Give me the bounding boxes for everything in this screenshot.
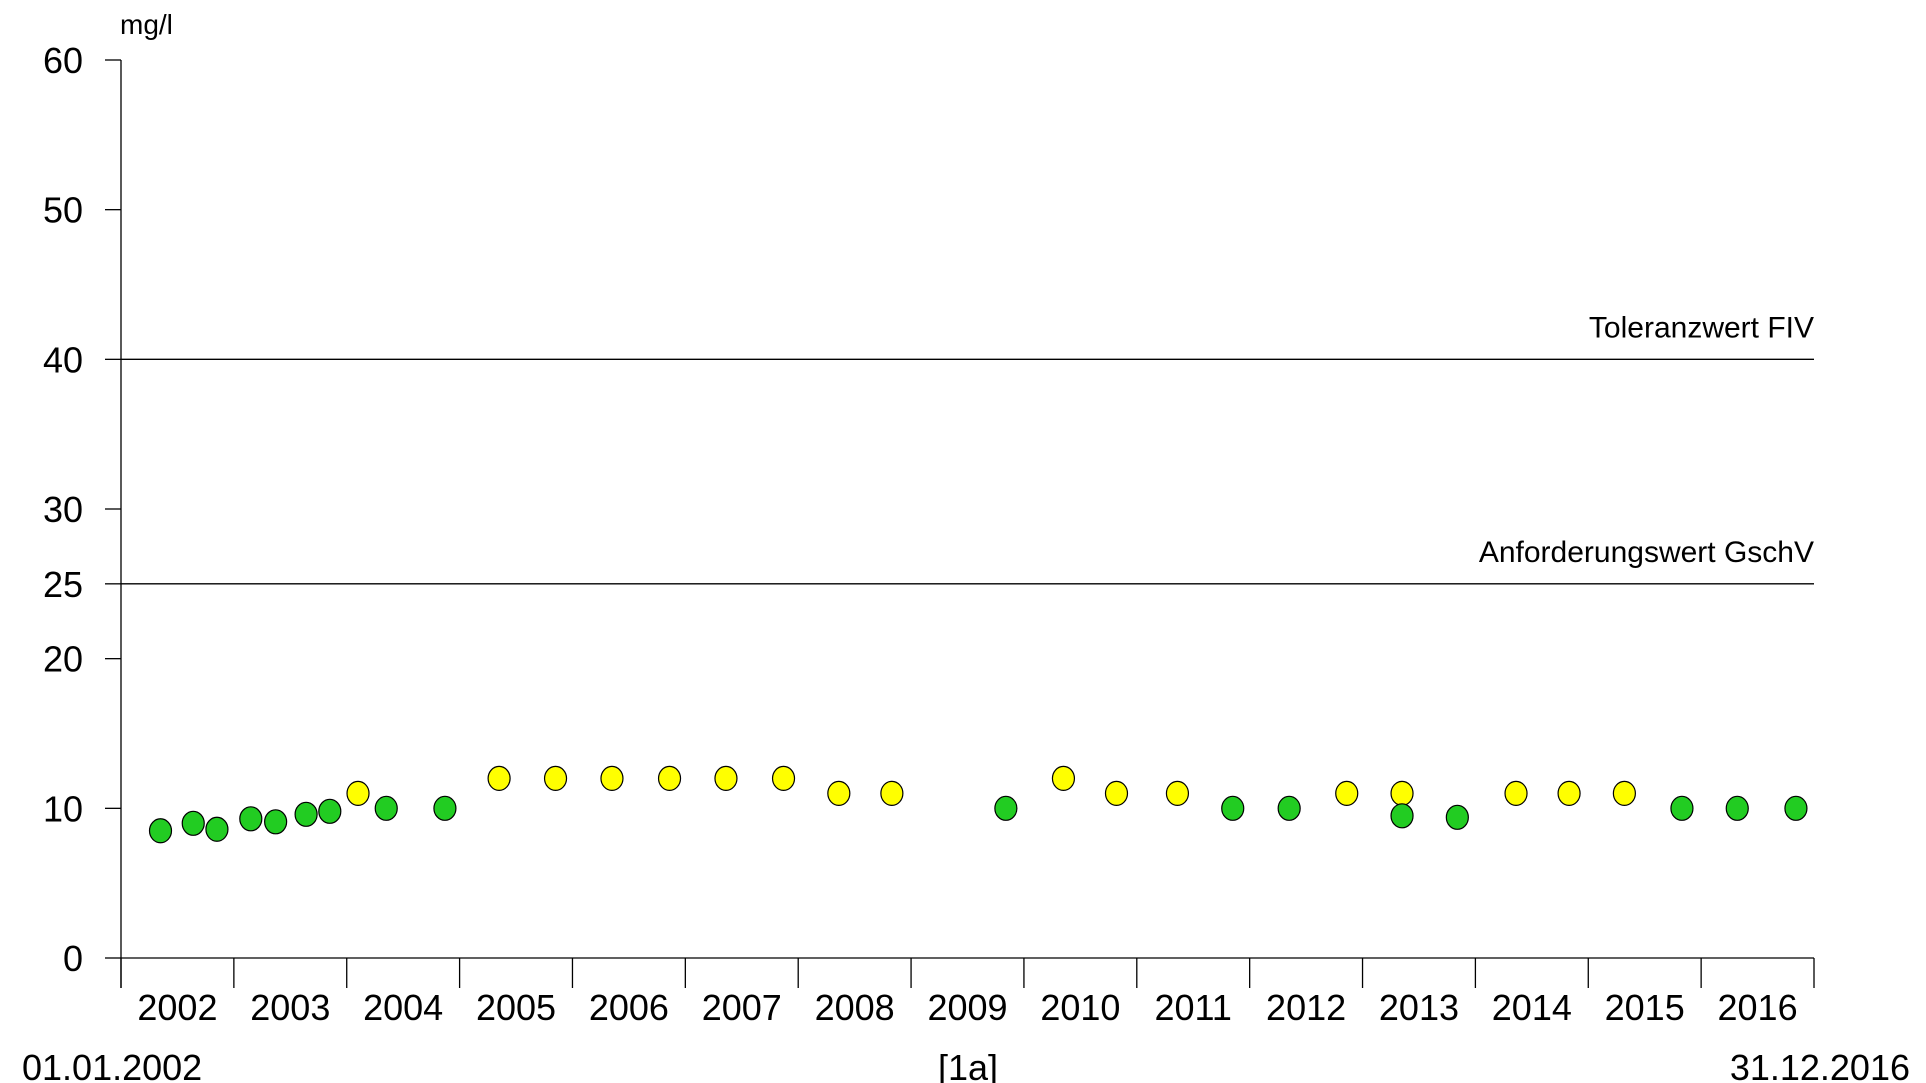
data-point-green	[181, 810, 205, 836]
data-point-yellow	[1165, 780, 1190, 806]
data-point-yellow	[1557, 780, 1581, 806]
data-point-yellow	[1504, 780, 1528, 806]
data-point-green	[1725, 795, 1749, 821]
data-point-yellow	[1335, 780, 1359, 806]
x-axis-unit-label: [1a]	[938, 1047, 998, 1083]
data-point-yellow	[880, 780, 904, 806]
x-year-label: 2011	[1155, 987, 1232, 1028]
data-point-green	[433, 795, 457, 821]
data-point-green	[374, 795, 398, 821]
data-point-green	[264, 809, 288, 835]
data-point-green	[1784, 795, 1808, 821]
x-year-label: 2016	[1718, 987, 1798, 1028]
x-year-label: 2012	[1266, 987, 1346, 1028]
x-year-label: 2014	[1492, 987, 1572, 1028]
data-points	[148, 765, 1808, 844]
data-point-yellow	[1051, 765, 1076, 792]
reference-line-label: Toleranzwert FIV	[1589, 311, 1814, 344]
data-point-green	[1221, 795, 1245, 821]
data-point-yellow	[827, 780, 851, 806]
reference-line-label: Anforderungswert GschV	[1479, 536, 1814, 569]
data-point-green	[294, 801, 318, 827]
data-point-green	[1277, 795, 1301, 821]
data-point-yellow	[1390, 780, 1414, 806]
y-tick-label: 20	[43, 639, 83, 680]
date-end-label: 31.12.2016	[1730, 1047, 1910, 1083]
data-point-green	[318, 798, 342, 824]
data-point-yellow	[487, 765, 511, 792]
x-year-label: 2009	[927, 987, 1007, 1028]
y-tick-label: 0	[63, 938, 83, 979]
x-year-label: 2002	[137, 987, 217, 1028]
x-year-label: 2003	[250, 987, 330, 1028]
date-start-label: 01.01.2002	[22, 1047, 202, 1083]
y-tick-label: 10	[43, 788, 83, 829]
y-tick-label: 30	[43, 489, 83, 530]
x-year-label: 2005	[476, 987, 556, 1028]
y-tick-label: 25	[43, 564, 83, 605]
y-tick-label: 40	[43, 339, 83, 380]
data-point-green	[994, 795, 1018, 821]
data-point-yellow	[543, 765, 568, 792]
reference-lines: Toleranzwert FIV Anforderungswert GschV	[121, 311, 1814, 585]
y-tick-label: 60	[43, 40, 83, 81]
axes: 0 10 20 25 30 40 50 60 2002 2003 2004 2005 2006 2007 2…	[43, 40, 1815, 1028]
data-point-yellow	[1104, 780, 1129, 806]
x-year-label: 2007	[702, 987, 782, 1028]
data-point-green	[1390, 803, 1414, 829]
x-year-label: 2015	[1605, 987, 1685, 1028]
y-tick-label: 50	[43, 190, 83, 231]
data-point-green	[205, 816, 229, 842]
data-point-yellow	[600, 765, 624, 792]
data-point-green	[239, 806, 263, 832]
data-point-yellow	[657, 765, 682, 792]
data-point-green	[1445, 804, 1469, 830]
x-year-label: 2006	[589, 987, 669, 1028]
data-point-green	[148, 818, 173, 844]
data-point-yellow	[1612, 780, 1636, 806]
x-year-label: 2013	[1379, 987, 1459, 1028]
data-point-yellow	[346, 780, 370, 806]
y-axis-unit-label: mg/l	[120, 9, 173, 40]
data-point-yellow	[714, 765, 738, 792]
data-point-green	[1670, 795, 1694, 821]
data-point-yellow	[771, 765, 796, 792]
x-year-label: 2010	[1040, 987, 1120, 1028]
x-year-label: 2008	[815, 987, 895, 1028]
x-year-label: 2004	[363, 987, 443, 1028]
